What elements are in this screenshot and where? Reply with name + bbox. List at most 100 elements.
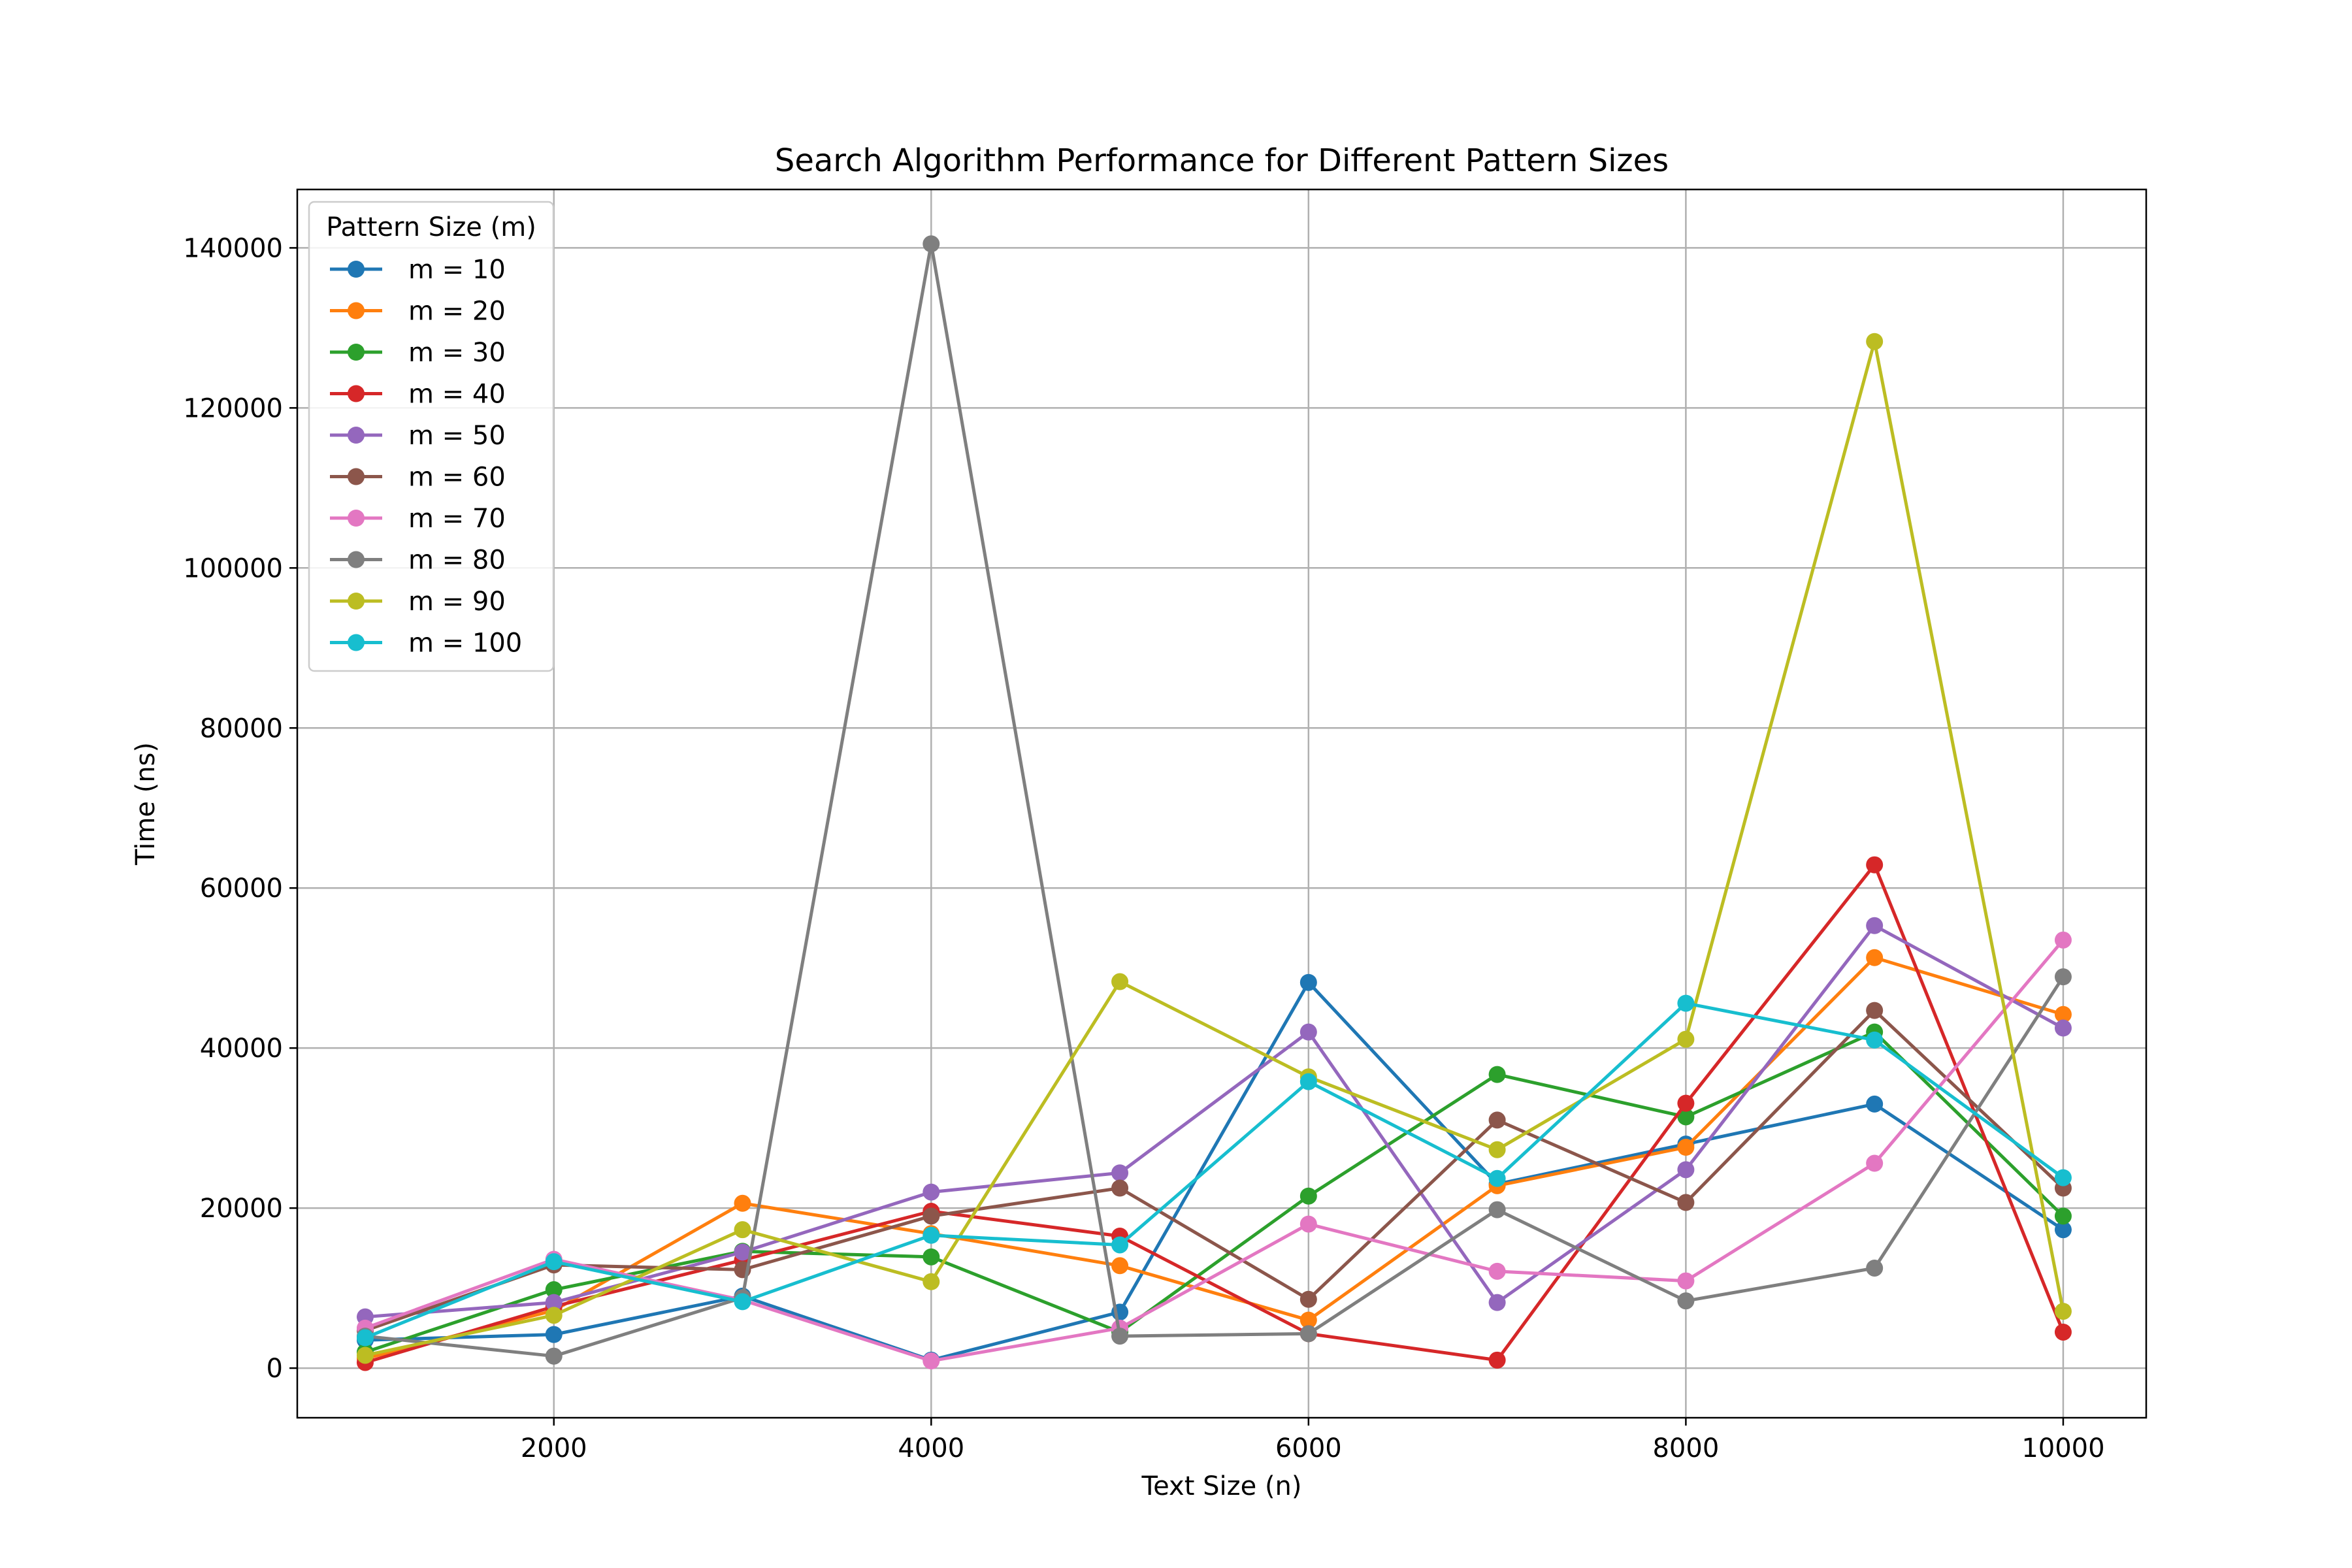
data-point-m-10 [1866,1095,1884,1113]
y-tick-label: 100000 [183,553,283,583]
data-point-m-20 [2054,1005,2072,1023]
x-axis-ticks: 2000 4000 6000 8000 10000 [521,1418,2105,1463]
series-line-m-60 [365,1009,2065,1332]
data-point-m-40 [2054,1323,2072,1341]
data-point-m-100 [2054,1169,2072,1186]
x-tick-label: 10000 [2021,1433,2104,1463]
x-tick-label: 6000 [1275,1433,1342,1463]
y-tick-label: 80000 [200,713,283,743]
series-line-m-20 [365,956,2064,1360]
data-point-m-90 [1677,1030,1695,1048]
series-line-m-50 [365,924,2065,1319]
legend-label: m = 40 [408,380,506,410]
chart-title: Search Algorithm Performance for Differe… [775,142,1669,179]
data-point-m-20 [1866,949,1884,966]
x-axis-label: Text Size (n) [1141,1471,1302,1501]
y-tick-label: 40000 [200,1034,283,1064]
series-m-50 [356,917,2072,1326]
data-point-m-90 [1111,973,1129,990]
legend-label: m = 100 [408,629,522,659]
legend-label: m = 20 [408,297,506,327]
y-axis-label: Time (ns) [131,742,161,866]
legend-entry: m = 40 [330,380,506,410]
data-point-m-50 [545,1294,563,1311]
data-point-m-30 [2054,1207,2072,1225]
data-point-m-30 [1488,1066,1506,1083]
data-point-m-90 [2054,1303,2072,1320]
legend-marker-swatch [348,302,365,319]
data-point-m-60 [1111,1179,1129,1197]
series-line-m-10 [365,981,2065,1362]
legend-entry: m = 30 [330,338,506,368]
data-point-m-100 [1677,994,1695,1012]
data-point-m-70 [1488,1262,1506,1280]
legend-entry: m = 90 [330,587,506,617]
data-point-m-10 [545,1326,563,1343]
legend-label: m = 70 [408,504,506,534]
legend-label: m = 50 [408,421,506,451]
y-tick-label: 120000 [183,393,283,423]
series-line-m-30 [365,1030,2065,1354]
legend-marker-swatch [348,344,365,361]
data-point-m-100 [1111,1236,1129,1254]
data-point-m-100 [1866,1031,1884,1049]
data-point-m-50 [1866,917,1884,934]
legend-entries: m = 10 m = 20 m = 30 m = 40 m = 50 m = 60 m = … [330,255,522,659]
data-point-m-40 [1866,856,1884,874]
data-point-m-50 [1111,1164,1129,1182]
series-m-100 [356,994,2072,1347]
data-point-m-60 [1677,1194,1695,1211]
x-tick-label: 4000 [898,1433,964,1463]
legend-label: m = 80 [408,546,506,576]
data-point-m-50 [1488,1294,1506,1311]
data-point-m-20 [734,1194,751,1212]
data-point-m-100 [356,1329,374,1347]
data-point-m-90 [734,1221,751,1239]
series-layer [356,235,2072,1371]
data-point-m-100 [1299,1073,1317,1090]
data-point-m-100 [545,1253,563,1271]
data-point-m-40 [1488,1351,1506,1369]
legend: Pattern Size (m) m = 10 m = 20 m = 30 m = 4… [308,201,555,672]
data-point-m-80 [1488,1201,1506,1218]
data-point-m-10 [1299,973,1317,991]
data-point-m-60 [923,1207,940,1225]
legend-marker-swatch [348,510,365,527]
data-point-m-90 [923,1273,940,1290]
series-m-90 [356,333,2072,1364]
data-point-m-60 [1488,1111,1506,1129]
data-point-m-90 [356,1347,374,1364]
legend-marker-swatch [348,385,365,402]
data-point-m-70 [923,1352,940,1370]
series-line-m-100 [365,1002,2065,1339]
series-line-m-70 [365,939,2065,1363]
data-point-m-70 [1677,1272,1695,1290]
data-point-m-50 [923,1183,940,1201]
legend-entry: m = 50 [330,421,506,451]
data-point-m-100 [1488,1169,1506,1187]
legend-entry: m = 70 [330,504,506,534]
data-point-m-50 [1677,1161,1695,1179]
y-tick-label: 20000 [200,1194,283,1224]
legend-label: m = 30 [408,338,506,368]
data-point-m-30 [923,1248,940,1266]
y-tick-label: 140000 [183,233,283,263]
data-point-m-80 [1111,1328,1129,1345]
data-point-m-60 [1866,1002,1884,1019]
data-point-m-80 [1677,1292,1695,1310]
data-point-m-20 [1299,1311,1317,1329]
legend-entry: m = 10 [330,255,506,285]
data-point-m-70 [1866,1154,1884,1172]
series-line-m-80 [365,242,2065,1358]
data-point-m-30 [1299,1187,1317,1205]
data-point-m-90 [1488,1141,1506,1158]
data-point-m-50 [734,1243,751,1261]
data-point-m-80 [545,1347,563,1365]
legend-marker-swatch [348,261,365,278]
plot-area-frame [296,188,2148,1419]
legend-entry: m = 20 [330,297,506,327]
data-point-m-80 [1299,1325,1317,1343]
y-tick-label: 0 [267,1354,283,1384]
data-point-m-30 [545,1281,563,1299]
legend-entry: m = 100 [330,629,522,659]
